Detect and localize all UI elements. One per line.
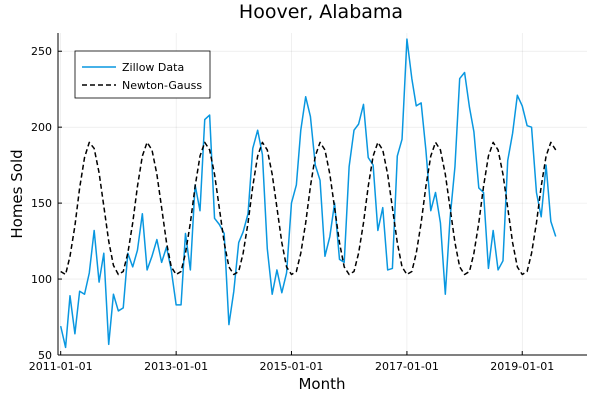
- series-line-newton-gauss: [60, 141, 557, 276]
- y-tick-label: 100: [31, 273, 52, 286]
- x-axis-label: Month: [298, 375, 345, 393]
- y-tick-label: 250: [31, 45, 52, 58]
- y-tick-label: 50: [38, 349, 52, 362]
- x-tick-label: 2015-01-01: [259, 360, 323, 373]
- chart-title: Hoover, Alabama: [239, 1, 403, 23]
- legend: Zillow Data Newton-Gauss: [74, 50, 211, 99]
- legend-box: [74, 50, 211, 99]
- axes: [57, 33, 587, 356]
- series-line-zillow-data: [59, 38, 557, 349]
- legend-label-zillow-data: Zillow Data: [122, 61, 184, 74]
- x-tick-label: 2017-01-01: [375, 360, 439, 373]
- x-ticks: 2011-01-01 2013-01-01 2015-01-01 2017-01-01…: [29, 351, 554, 373]
- series-layer: [59, 38, 557, 349]
- y-axis-label: Homes Sold: [8, 149, 26, 238]
- x-tick-label: 2013-01-01: [144, 360, 208, 373]
- y-ticks: 50 100 150 200 250: [31, 45, 62, 362]
- legend-label-newton-gauss: Newton-Gauss: [122, 79, 202, 92]
- x-tick-label: 2019-01-01: [490, 360, 554, 373]
- y-tick-label: 200: [31, 121, 52, 134]
- x-tick-label: 2011-01-01: [29, 360, 93, 373]
- y-tick-label: 150: [31, 197, 52, 210]
